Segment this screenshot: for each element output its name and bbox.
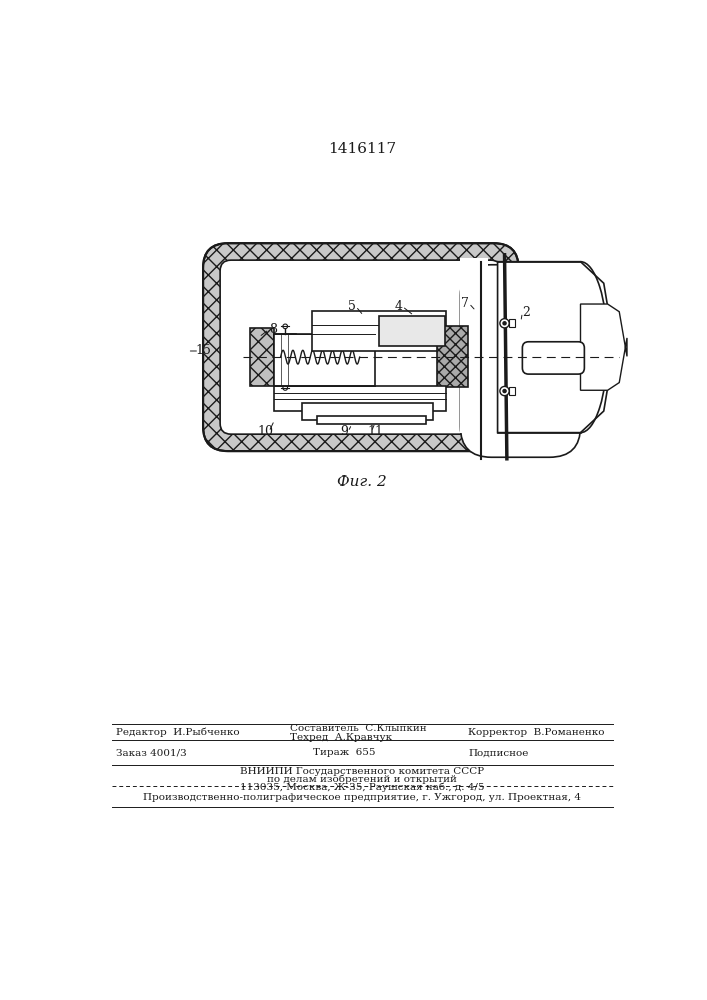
FancyBboxPatch shape: [522, 342, 585, 374]
FancyBboxPatch shape: [203, 243, 518, 451]
Bar: [460, 258, 488, 433]
Circle shape: [283, 324, 288, 329]
Circle shape: [503, 322, 506, 325]
Text: Корректор  В.Романенко: Корректор В.Романенко: [468, 728, 604, 737]
Circle shape: [500, 319, 509, 328]
Text: 15: 15: [195, 344, 211, 358]
Bar: [437, 326, 468, 387]
Text: 1416117: 1416117: [328, 142, 396, 156]
FancyBboxPatch shape: [220, 260, 501, 434]
Text: Заказ 4001/3: Заказ 4001/3: [115, 748, 186, 757]
Text: 4: 4: [395, 300, 402, 313]
Text: 113035, Москва, Ж-35, Раушская наб., д. 4/5: 113035, Москва, Ж-35, Раушская наб., д. …: [240, 783, 484, 792]
Polygon shape: [580, 304, 627, 390]
Bar: [312, 311, 446, 351]
Circle shape: [503, 389, 506, 393]
Bar: [274, 386, 446, 411]
Text: 11: 11: [367, 425, 383, 438]
Bar: [274, 334, 296, 386]
Text: Составитель  С.Клыпкин: Составитель С.Клыпкин: [290, 724, 426, 733]
Text: 8: 8: [269, 323, 277, 336]
Text: ВНИИПИ Государственного комитета СССР: ВНИИПИ Государственного комитета СССР: [240, 767, 484, 776]
Text: Техред  А.Кравчук: Техред А.Кравчук: [290, 733, 392, 742]
Bar: [250, 328, 274, 386]
Bar: [379, 316, 445, 346]
Bar: [509, 319, 515, 327]
Circle shape: [283, 386, 288, 390]
Text: Производственно-полиграфическое предприятие, г. Ужгород, ул. Проектная, 4: Производственно-полиграфическое предприя…: [143, 793, 581, 802]
Bar: [301, 403, 433, 420]
FancyBboxPatch shape: [460, 265, 580, 457]
Bar: [317, 416, 426, 424]
Bar: [509, 387, 515, 395]
Text: Подписное: Подписное: [468, 748, 529, 757]
Text: Фиг. 2: Фиг. 2: [337, 475, 387, 489]
Text: по делам изобретений и открытий: по делам изобретений и открытий: [267, 774, 457, 784]
Bar: [274, 334, 375, 386]
Text: 7: 7: [461, 297, 469, 310]
Text: Тираж  655: Тираж 655: [313, 748, 375, 757]
Text: 5: 5: [348, 300, 356, 313]
Text: 10: 10: [257, 425, 273, 438]
Text: Редактор  И.Рыбченко: Редактор И.Рыбченко: [115, 727, 239, 737]
Text: 9: 9: [340, 425, 348, 438]
Polygon shape: [498, 262, 607, 433]
Text: 2: 2: [522, 306, 530, 319]
Circle shape: [500, 386, 509, 396]
